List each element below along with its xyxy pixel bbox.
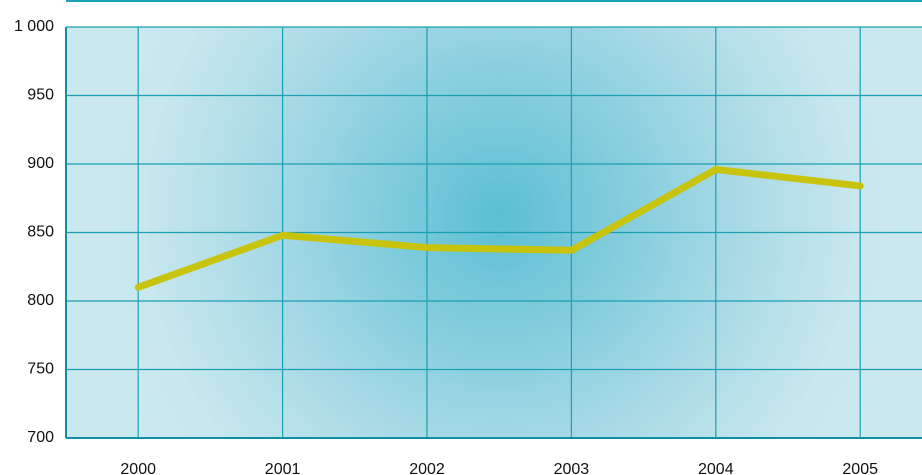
y-tick-label: 750 — [27, 361, 54, 378]
x-tick-label: 2002 — [409, 461, 445, 475]
y-tick-label: 950 — [27, 87, 54, 104]
x-tick-label: 2004 — [698, 461, 734, 475]
data-line — [134, 165, 864, 291]
x-tick-label: 2005 — [842, 461, 878, 475]
y-tick-label: 700 — [27, 429, 54, 446]
y-tick-label: 800 — [27, 292, 54, 309]
x-tick-label: 2000 — [120, 461, 156, 475]
x-tick-label: 2003 — [554, 461, 590, 475]
top-border — [66, 0, 922, 2]
y-tick-label: 850 — [27, 224, 54, 241]
x-tick-label: 2001 — [265, 461, 301, 475]
y-tick-label: 1 000 — [14, 18, 54, 35]
y-tick-label: 900 — [27, 155, 54, 172]
